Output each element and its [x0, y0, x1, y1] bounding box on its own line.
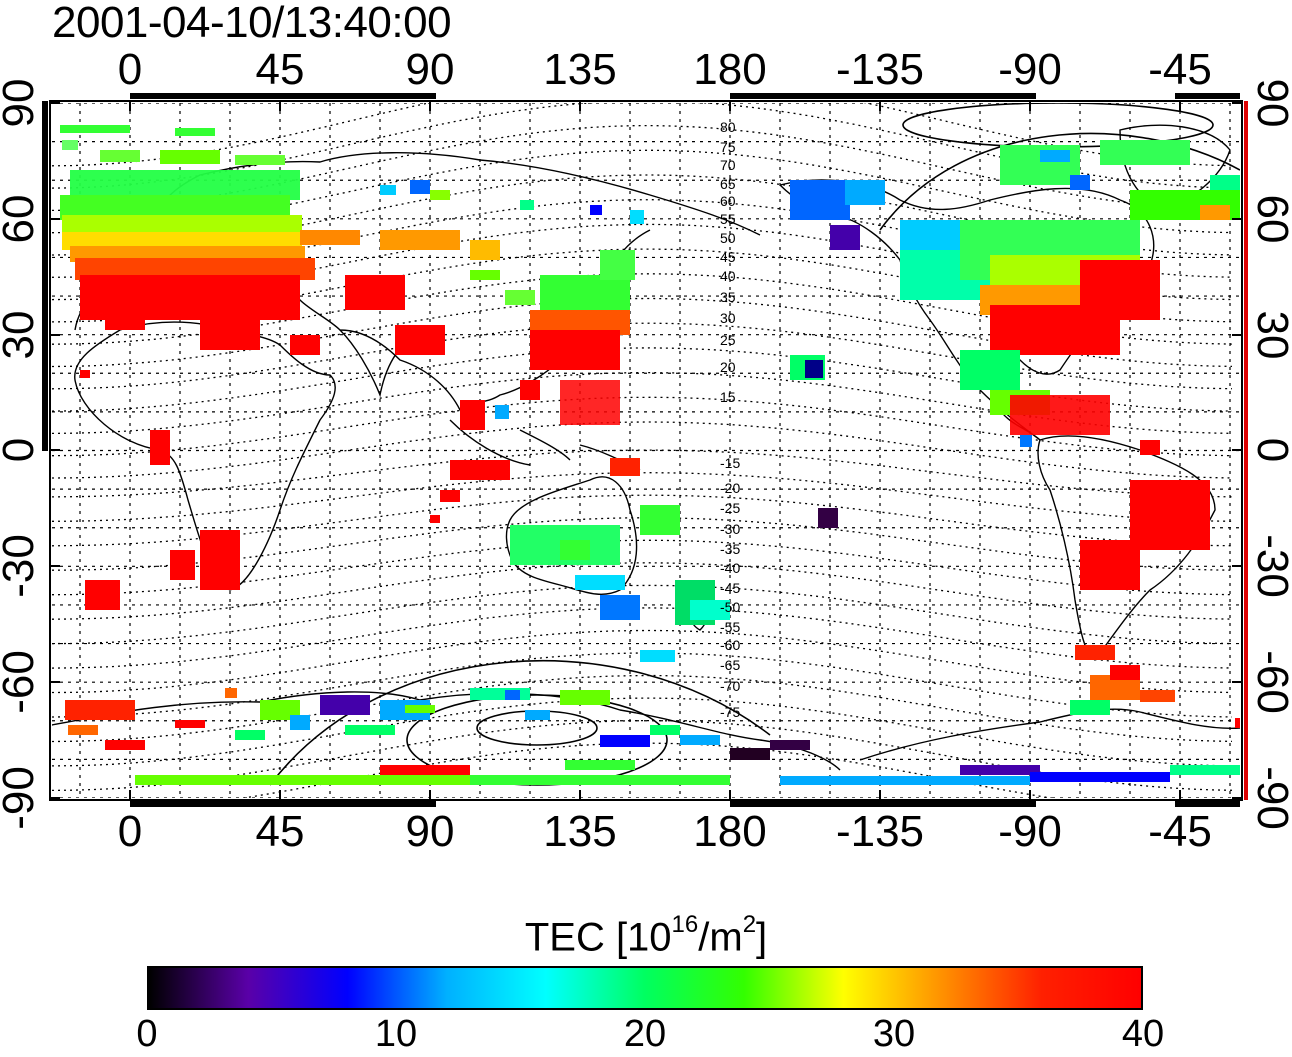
lon-tick-top: -45 — [1148, 45, 1212, 94]
mlat-label: 80 — [720, 119, 736, 135]
longitude-labels-bottom: 0 45 90 135 180 -135 -90 -45 — [118, 807, 1212, 856]
lon-tick-top: 135 — [543, 45, 616, 94]
colorbar-tick-label: 10 — [374, 1013, 418, 1055]
lat-tick-right: 30 — [1248, 311, 1292, 360]
lon-tick-bottom: 0 — [118, 807, 142, 856]
mlat-label: -65 — [720, 657, 740, 673]
mlat-label: -70 — [720, 678, 740, 694]
mlat-label: 30 — [720, 310, 736, 326]
mlat-label: -50 — [720, 599, 740, 615]
longitude-labels-top: 0 45 90 135 180 -135 -90 -45 — [118, 45, 1212, 94]
mlat-label: -30 — [720, 521, 740, 537]
mlat-label: -55 — [720, 619, 740, 635]
mlat-label: 40 — [720, 268, 736, 284]
tec-map: 8075706560555045403530252015-15-20-25-30… — [0, 45, 1292, 856]
mlat-label: 60 — [720, 193, 736, 209]
lat-tick-right: 0 — [1248, 438, 1292, 462]
mlat-label: 55 — [720, 211, 736, 227]
latitude-labels-right: 90 60 30 0 -30 -60 -90 — [1248, 79, 1292, 830]
frame-tick-bars — [42, 93, 1248, 807]
lat-tick-left: -30 — [0, 534, 43, 598]
lat-tick-left: -90 — [0, 766, 43, 830]
mlat-label: -20 — [720, 480, 740, 496]
lat-tick-left: 60 — [0, 195, 43, 244]
latitude-labels-left: 90 60 30 0 -30 -60 -90 — [0, 79, 43, 830]
lon-tick-top: -135 — [836, 45, 924, 94]
tec-data-patches — [60, 125, 1240, 785]
mlat-label: 70 — [720, 157, 736, 173]
mlat-label: 75 — [720, 139, 736, 155]
colorbar-tick-label: 0 — [136, 1013, 158, 1055]
lon-tick-top: 45 — [256, 45, 305, 94]
mlat-label: 50 — [720, 230, 736, 246]
lat-tick-left: 30 — [0, 311, 43, 360]
mlat-label: -25 — [720, 500, 740, 516]
lon-tick-bottom: 90 — [406, 807, 455, 856]
lat-tick-left: -60 — [0, 650, 43, 714]
mlat-label: -15 — [720, 455, 740, 471]
lon-tick-bottom: -45 — [1148, 807, 1212, 856]
lon-tick-bottom: -135 — [836, 807, 924, 856]
lon-tick-bottom: -90 — [998, 807, 1062, 856]
mlat-label: 20 — [720, 359, 736, 375]
mlat-label: -35 — [720, 541, 740, 557]
mlat-label: -75 — [720, 704, 740, 720]
mlat-label: -40 — [720, 560, 740, 576]
mlat-label: 45 — [720, 249, 736, 265]
lat-tick-right: -90 — [1248, 766, 1292, 830]
lon-tick-bottom: 45 — [256, 807, 305, 856]
lat-tick-left: 0 — [0, 438, 43, 462]
colorbar-tick-label: 20 — [623, 1013, 667, 1055]
mlat-label: 65 — [720, 176, 736, 192]
lon-tick-top: -90 — [998, 45, 1062, 94]
colorbar-tick-label: 40 — [1121, 1013, 1165, 1055]
lon-tick-top: 0 — [118, 45, 142, 94]
lon-tick-bottom: 180 — [693, 807, 766, 856]
colorbar-title: TEC [1016/m2] — [524, 911, 768, 960]
lon-tick-top: 90 — [406, 45, 455, 94]
lon-tick-top: 180 — [693, 45, 766, 94]
lat-tick-right: 90 — [1248, 79, 1292, 128]
lat-tick-right: 60 — [1248, 195, 1292, 244]
mlat-label: 15 — [720, 389, 736, 405]
tec-colorbar — [147, 966, 1143, 1010]
mlat-label: 35 — [720, 289, 736, 305]
timestamp-title: 2001-04-10/13:40:00 — [52, 0, 452, 47]
mlat-label: 25 — [720, 332, 736, 348]
mlat-label: -45 — [720, 580, 740, 596]
lat-tick-right: -30 — [1248, 534, 1292, 598]
lat-tick-left: 90 — [0, 79, 43, 128]
lat-tick-right: -60 — [1248, 650, 1292, 714]
greenland-coast — [1119, 124, 1231, 211]
mlat-label: -60 — [720, 637, 740, 653]
colorbar-tick-label: 30 — [872, 1013, 916, 1055]
axis-ticks — [50, 101, 1242, 800]
lon-tick-bottom: 135 — [543, 807, 616, 856]
